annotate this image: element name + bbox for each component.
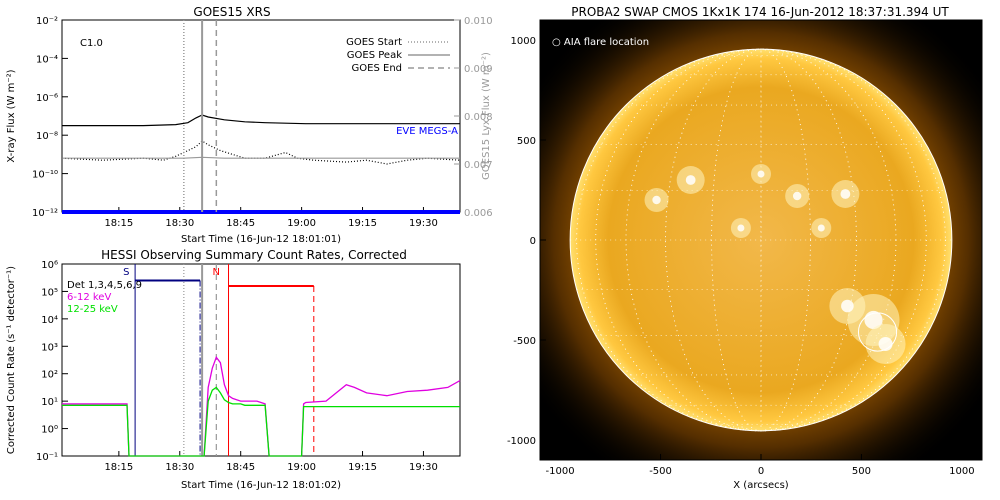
longitude-line bbox=[625, 48, 897, 432]
hessi-x-tick-label: 18:30 bbox=[165, 462, 194, 473]
goes-event-lines bbox=[183, 20, 218, 212]
goes-y-right-axis-label: GOES15 Lyx Flux (W m⁻²) bbox=[481, 52, 492, 180]
active-region-core bbox=[840, 189, 851, 199]
goes-title: GOES15 XRS bbox=[193, 5, 270, 19]
eve-megs-label: EVE MEGS-A bbox=[396, 126, 458, 137]
goes-plot-frame bbox=[61, 19, 461, 213]
hessi-plot-frame bbox=[61, 263, 461, 457]
longitude-line bbox=[711, 48, 811, 432]
hessi-x-tick-label: 18:45 bbox=[226, 462, 255, 473]
hessi-marker-label: S bbox=[123, 267, 129, 278]
goes-y-right-tick-label: 0.008 bbox=[464, 112, 493, 123]
hessi-x-tick-label: 19:15 bbox=[348, 462, 377, 473]
hessi-legend-label: Det 1,3,4,5,6,9 bbox=[67, 280, 142, 291]
goes-x-tick-label: 19:15 bbox=[348, 218, 377, 229]
goes-legend: GOES Start GOES Peak GOES End bbox=[346, 37, 450, 74]
swap-x-ticks: -1000 -500 0 500 1000 bbox=[546, 454, 975, 477]
hessi-x-tick-label: 18:15 bbox=[104, 462, 133, 473]
goes-series-line bbox=[62, 114, 460, 127]
goes-y-tick-label: 10⁻⁴ bbox=[36, 54, 58, 65]
swap-title: PROBA2 SWAP CMOS 1Kx1K 174 16-Jun-2012 1… bbox=[571, 5, 949, 19]
active-region-core bbox=[652, 195, 661, 205]
swap-y-ticks: 1000 500 0 -500 -1000 bbox=[507, 36, 546, 447]
goes-y-right-tick-label: 0.007 bbox=[464, 160, 493, 171]
hessi-panel: HESSI Observing Summary Count Rates, Cor… bbox=[6, 248, 461, 491]
swap-y-tick-label: 500 bbox=[517, 136, 536, 147]
hessi-y-axis-label: Corrected Count Rate (s⁻¹ detector⁻¹) bbox=[6, 266, 17, 454]
hessi-series-line bbox=[62, 386, 460, 457]
swap-x-tick-label: 0 bbox=[758, 466, 764, 477]
hessi-y-ticks: 10⁻¹ 10⁰ 10¹ 10² 10³ 10⁴ 10⁵ 10⁶ bbox=[36, 260, 68, 463]
aia-flare-location-label: ○ AIA flare location bbox=[552, 37, 649, 48]
hessi-title: HESSI Observing Summary Count Rates, Cor… bbox=[101, 248, 407, 262]
swap-y-tick-label: -500 bbox=[513, 336, 536, 347]
active-regions bbox=[644, 164, 906, 364]
swap-x-tick-label: 1000 bbox=[949, 466, 974, 477]
goes-y-right-tick-label: 0.010 bbox=[464, 16, 493, 27]
longitude-line bbox=[576, 48, 946, 432]
hessi-y-tick-label: 10¹ bbox=[41, 397, 58, 408]
active-region-core bbox=[792, 191, 802, 201]
swap-y-tick-label: -1000 bbox=[507, 436, 536, 447]
goes-series-line bbox=[62, 156, 460, 159]
goes-y-right-tick-label: 0.009 bbox=[464, 64, 493, 75]
goes-y-tick-label: 10⁻² bbox=[36, 16, 58, 27]
hessi-x-ticks: 18:15 18:30 18:45 19:00 19:15 19:30 bbox=[104, 451, 438, 473]
goes-x-tick-label: 18:15 bbox=[104, 218, 133, 229]
goes-x-tick-label: 19:00 bbox=[287, 218, 316, 229]
goes-y-tick-label: 10⁻¹⁰ bbox=[32, 170, 58, 181]
aia-flare-location-circle bbox=[857, 312, 898, 352]
goes-y-tick-label: 10⁻⁶ bbox=[36, 93, 58, 104]
active-region-core bbox=[864, 310, 883, 330]
swap-panel: PROBA2 SWAP CMOS 1Kx1K 174 16-Jun-2012 1… bbox=[507, 5, 983, 491]
goes-x-tick-label: 18:30 bbox=[165, 218, 194, 229]
active-region-core bbox=[737, 224, 745, 232]
hessi-y-tick-label: 10⁰ bbox=[41, 425, 58, 436]
swap-x-axis-label: X (arcsecs) bbox=[733, 480, 789, 491]
hessi-y-tick-label: 10⁵ bbox=[41, 287, 58, 298]
longitude-line bbox=[665, 48, 857, 432]
goes-x-tick-label: 19:30 bbox=[409, 218, 438, 229]
hessi-y-tick-label: 10⁴ bbox=[41, 315, 58, 326]
hessi-series-line bbox=[62, 355, 461, 457]
active-region-core bbox=[841, 299, 854, 313]
hessi-y-tick-label: 10⁶ bbox=[41, 260, 58, 271]
goes-flare-class: C1.0 bbox=[80, 38, 103, 49]
swap-y-tick-label: 0 bbox=[530, 236, 536, 247]
hessi-y-tick-label: 10³ bbox=[41, 342, 58, 353]
goes-series-line bbox=[61, 140, 461, 165]
goes-x-tick-label: 18:45 bbox=[226, 218, 255, 229]
goes-legend-label: GOES Start bbox=[346, 37, 402, 48]
goes-y-ticks: 10⁻¹² 10⁻¹⁰ 10⁻⁸ 10⁻⁶ 10⁻⁴ 10⁻² bbox=[32, 16, 68, 219]
hessi-x-tick-label: 19:00 bbox=[287, 462, 316, 473]
goes-panel: GOES15 XRS 18:15 18:30 18:45 19:00 19:15 19:3… bbox=[6, 5, 493, 245]
swap-x-tick-label: -1000 bbox=[546, 466, 575, 477]
hessi-y-tick-label: 10² bbox=[41, 370, 58, 381]
goes-legend-label: GOES Peak bbox=[347, 50, 402, 61]
goes-y-axis-label: X-ray Flux (W m⁻²) bbox=[6, 69, 17, 162]
goes-y-right-tick-label: 0.006 bbox=[464, 208, 493, 219]
swap-x-tick-label: 500 bbox=[852, 466, 871, 477]
swap-x-tick-label: -500 bbox=[649, 466, 672, 477]
swap-y-tick-label: 1000 bbox=[511, 36, 536, 47]
hessi-marker-label: N bbox=[212, 267, 219, 278]
goes-legend-label: GOES End bbox=[352, 63, 402, 74]
hessi-x-axis-label: Start Time (16-Jun-12 18:01:02) bbox=[181, 480, 341, 491]
hessi-x-tick-label: 19:30 bbox=[409, 462, 438, 473]
goes-y-tick-label: 10⁻⁸ bbox=[36, 131, 58, 142]
hessi-series bbox=[62, 355, 461, 457]
hessi-legend-label: 12-25 keV bbox=[67, 304, 118, 315]
hessi-y-tick-label: 10⁻¹ bbox=[36, 452, 58, 463]
active-region-core bbox=[685, 175, 696, 185]
active-region-core bbox=[817, 224, 825, 232]
hessi-legend-label: 6-12 keV bbox=[67, 292, 111, 303]
active-region-core bbox=[757, 170, 765, 178]
goes-y-tick-label: 10⁻¹² bbox=[32, 208, 58, 219]
goes-x-axis-label: Start Time (16-Jun-12 18:01:01) bbox=[181, 234, 341, 245]
